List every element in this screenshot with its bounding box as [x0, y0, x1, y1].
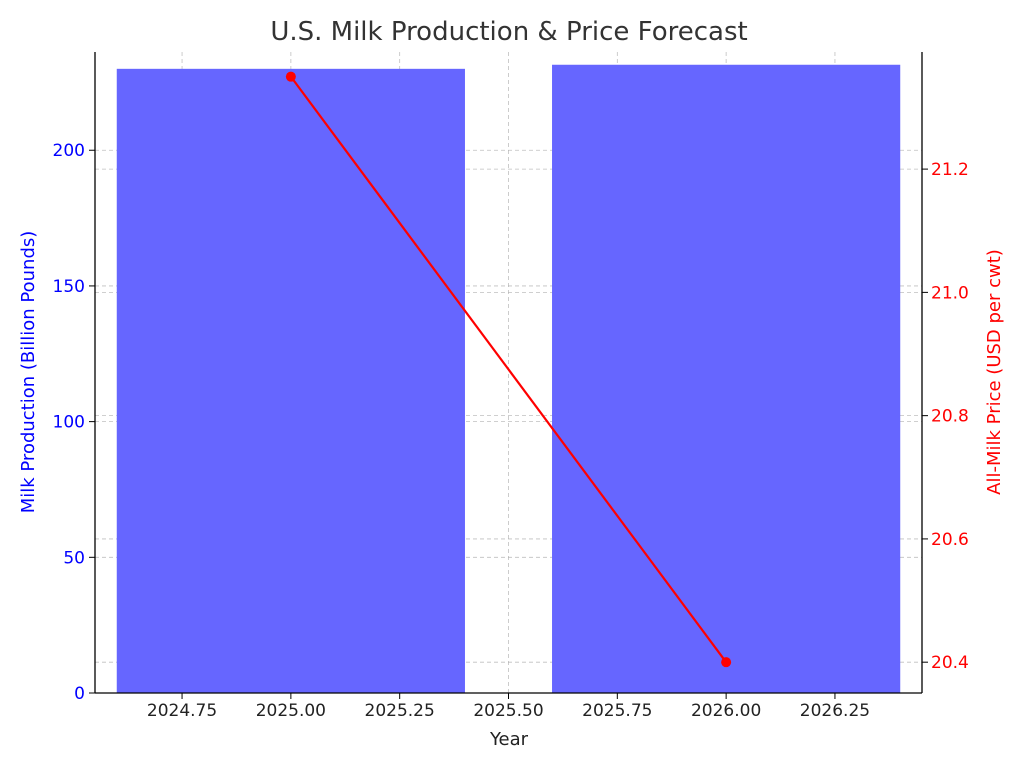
axes: 2024.75 2025.00 2025.25 2025.50 2025.75 2026.… [53, 52, 969, 721]
x-tick-label: 2025.50 [473, 701, 543, 721]
x-tick-label: 2026.25 [800, 701, 870, 721]
bar-series [116, 64, 901, 694]
y-right-tick-label: 20.8 [931, 407, 969, 427]
y-left-tick-label: 150 [53, 277, 85, 297]
y-right-tick-label: 21.2 [931, 160, 969, 180]
y-right-tick-label: 20.4 [931, 653, 969, 673]
x-tick-label: 2025.00 [256, 701, 326, 721]
y-axis-right-label: All-Milk Price (USD per cwt) [984, 249, 1005, 495]
x-tick-label: 2024.75 [147, 701, 217, 721]
bar [116, 68, 465, 694]
price-line [289, 75, 728, 663]
x-tick-label: 2025.75 [582, 701, 652, 721]
price-point [285, 71, 296, 82]
x-axis-label: Year [489, 729, 529, 750]
y-left-tick-label: 0 [74, 684, 85, 704]
y-right-tick-label: 21.0 [931, 283, 969, 303]
x-tick-label: 2026.00 [691, 701, 761, 721]
y-left-tick-label: 50 [63, 548, 85, 568]
chart-title: U.S. Milk Production & Price Forecast [270, 17, 747, 47]
y-axis-left-label: Milk Production (Billion Pounds) [18, 231, 39, 514]
line-series [285, 71, 732, 668]
y-right-tick-label: 20.6 [931, 530, 969, 550]
bar [552, 64, 901, 693]
y-left-tick-label: 200 [53, 141, 85, 161]
price-point [721, 657, 732, 668]
x-tick-label: 2025.25 [365, 701, 435, 721]
y-left-tick-label: 100 [53, 413, 85, 433]
